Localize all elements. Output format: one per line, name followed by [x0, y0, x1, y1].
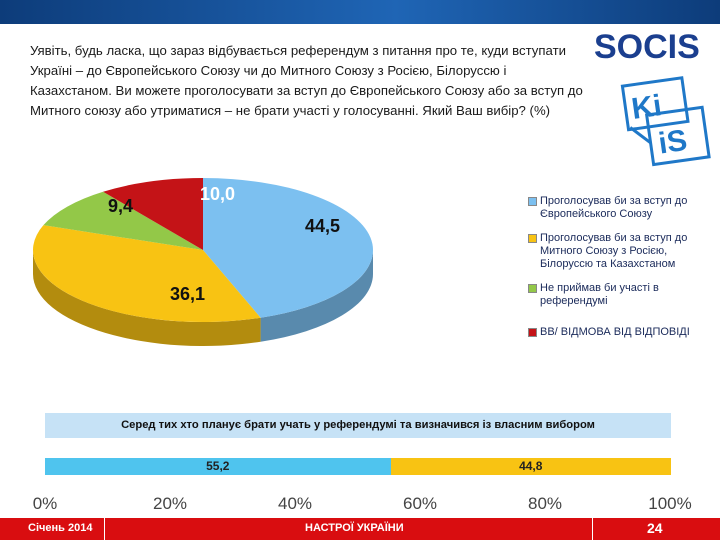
bar-segment-customs-union: 44,8	[390, 458, 671, 475]
bar-segment-eu: 55,2	[45, 458, 391, 475]
legend-swatch-customs-union	[528, 234, 537, 243]
socis-logo-text: SOCIS	[594, 28, 700, 66]
header-band	[0, 0, 720, 24]
legend-swatch-abstain	[528, 284, 537, 293]
legend-item-customs-union: Проголосував би за вступ до Митного Союз…	[528, 232, 713, 271]
pie-slice-customs-union-label: 36,1	[170, 284, 205, 304]
pie-slice-abstain	[43, 191, 203, 250]
legend-label-customs-union: Проголосував би за вступ до Митного Союз…	[540, 232, 688, 270]
kiis-logo-bottom: iS	[657, 124, 690, 161]
bar-chart-title: Серед тих хто планує брати учать у рефер…	[45, 413, 671, 438]
legend-label-eu: Проголосував би за вступ до Європейськог…	[540, 195, 688, 220]
legend-swatch-refusal	[528, 328, 537, 337]
legend-item-refusal: ВВ/ ВІДМОВА ВІД ВІДПОВІДІ	[528, 326, 713, 339]
legend-label-abstain: Не приймав би участі в референдумі	[540, 282, 659, 307]
x-tick-20: 20%	[152, 494, 188, 513]
socis-logo: SOCIS	[594, 28, 700, 66]
legend-swatch-eu	[528, 197, 537, 206]
page-number: 24	[647, 520, 663, 536]
pie-slice-eu-label: 44,5	[305, 216, 340, 236]
pie-slice-refusal-label: 10,0	[200, 184, 235, 204]
footer-divider-right	[592, 518, 593, 540]
legend-label-refusal: ВВ/ ВІДМОВА ВІД ВІДПОВІДІ	[540, 326, 690, 338]
kiis-logo-top: Ki	[629, 89, 663, 126]
stacked-bar: 55,2 44,8	[45, 458, 671, 475]
x-axis: 0% 20% 40% 60% 80% 100%	[0, 494, 720, 518]
pie-slice-customs-union	[33, 225, 261, 322]
x-tick-80: 80%	[527, 494, 563, 513]
x-tick-100: 100%	[648, 494, 692, 513]
question-text: Уявіть, будь ласка, що зараз відбуваєтьс…	[30, 43, 583, 118]
x-tick-0: 0%	[32, 494, 58, 513]
legend-item-abstain: Не приймав би участі в референдумі	[528, 282, 713, 308]
footer-date: Січень 2014	[28, 522, 93, 534]
pie-slice-customs-union-side	[33, 250, 261, 346]
pie-legend: Проголосував би за вступ до Європейськог…	[528, 195, 713, 350]
kiis-logo: Ki iS	[620, 76, 711, 167]
pie-slice-eu	[203, 178, 373, 318]
logos: SOCIS Ki iS	[590, 24, 720, 174]
x-tick-60: 60%	[402, 494, 438, 513]
pie-slice-refusal	[103, 178, 203, 250]
pie-slice-abstain-label: 9,4	[108, 196, 133, 216]
pie-chart: 44,5 36,1 9,4 10,0	[20, 170, 530, 410]
footer-title: НАСТРОЇ УКРАЇНИ	[305, 522, 404, 534]
footer: Січень 2014 НАСТРОЇ УКРАЇНИ 24	[0, 518, 720, 540]
pie-slice-eu-side	[260, 250, 373, 342]
x-tick-40: 40%	[277, 494, 313, 513]
legend-item-eu: Проголосував би за вступ до Європейськог…	[528, 195, 713, 221]
footer-divider-left	[104, 518, 105, 540]
